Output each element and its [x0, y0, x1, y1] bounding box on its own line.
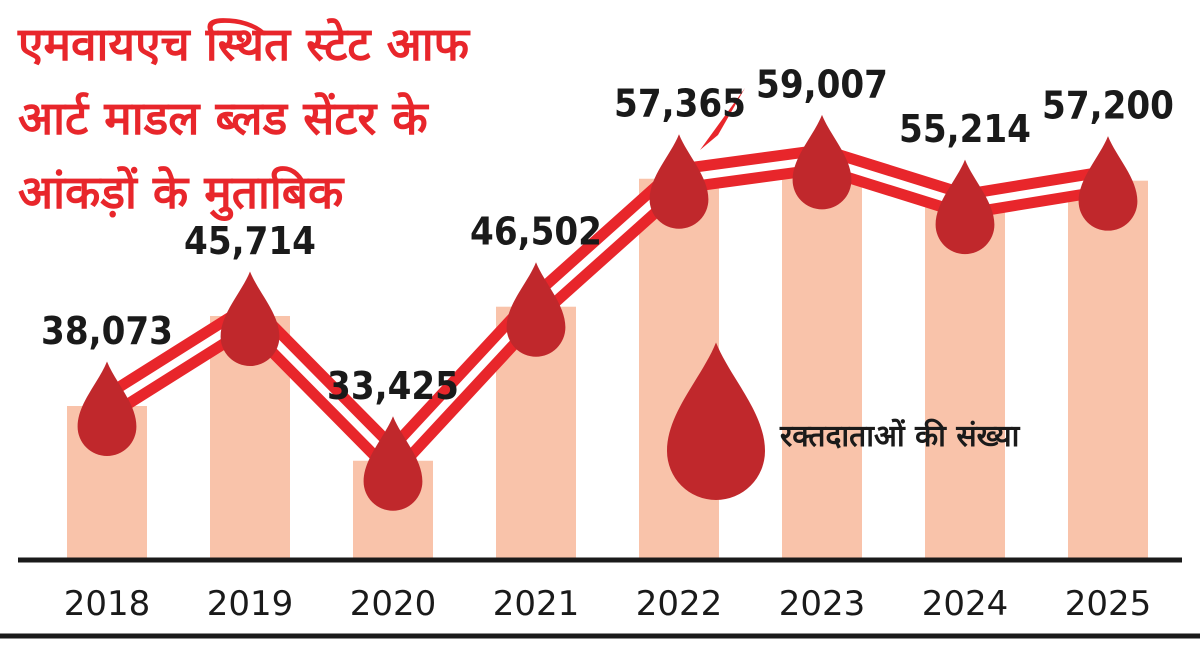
drop-marker-2023 [792, 114, 852, 210]
pointer-flourish [700, 88, 745, 150]
title-line-2: आर्ट माडल ब्लड सेंटर के [18, 91, 429, 145]
year-label-2018: 2018 [64, 584, 151, 624]
year-label-2020: 2020 [350, 584, 437, 624]
value-label-2023: 59,007 [756, 62, 888, 106]
chart-title: एमवायएच स्थित स्टेट आफ आर्ट माडल ब्लड से… [17, 17, 471, 222]
legend-label: रक्तदाताओं की संख्या [779, 418, 1021, 454]
value-label-2024: 55,214 [899, 107, 1031, 151]
year-label-2025: 2025 [1065, 584, 1152, 624]
value-label-2020: 33,425 [327, 364, 459, 408]
year-label-2019: 2019 [207, 584, 294, 624]
year-label-2021: 2021 [493, 584, 580, 624]
drop-marker-2022 [649, 134, 709, 229]
value-label-2025: 57,200 [1042, 84, 1174, 128]
title-line-3: आंकड़ों के मुताबिक [18, 165, 345, 222]
year-label-2024: 2024 [922, 584, 1009, 624]
drop-marker-2024 [935, 159, 995, 255]
value-label-2022: 57,365 [614, 82, 746, 126]
year-label-2023: 2023 [779, 584, 866, 624]
x-tick-labels: 2018 2019 2020 2021 2022 2023 2024 2025 [64, 584, 1152, 624]
value-label-2021: 46,502 [470, 210, 602, 254]
value-label-2019: 45,714 [184, 219, 316, 263]
bar-2024 [925, 204, 1005, 560]
value-label-2018: 38,073 [41, 309, 173, 353]
bar-2023 [782, 159, 862, 561]
value-labels-layer: 38,073 45,714 33,425 46,502 57,365 59,00755,2… [41, 62, 1174, 407]
year-label-2022: 2022 [636, 584, 723, 624]
title-line-1: एमवायएच स्थित स्टेट आफ [17, 17, 471, 71]
legend: रक्तदाताओं की संख्या [667, 342, 1021, 500]
drop-marker-2019 [220, 271, 280, 366]
bar-2025 [1068, 180, 1148, 560]
drop-marker-2025 [1078, 136, 1138, 231]
